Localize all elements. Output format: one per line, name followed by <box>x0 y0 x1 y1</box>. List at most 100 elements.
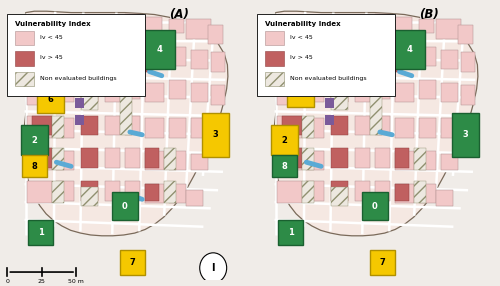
FancyBboxPatch shape <box>120 250 144 275</box>
Bar <box>419 118 436 138</box>
Bar <box>144 83 164 102</box>
FancyBboxPatch shape <box>112 192 138 220</box>
FancyBboxPatch shape <box>296 48 327 73</box>
Bar <box>414 181 426 203</box>
Bar <box>169 118 186 138</box>
Bar <box>277 181 301 203</box>
Bar <box>356 181 370 201</box>
Bar <box>441 83 458 102</box>
Text: I: I <box>212 263 215 273</box>
Bar <box>331 187 348 206</box>
Bar <box>419 80 436 99</box>
Bar <box>100 17 120 33</box>
Bar <box>144 148 160 168</box>
Bar <box>32 116 52 135</box>
Bar <box>375 14 390 28</box>
Bar <box>306 181 324 201</box>
Bar <box>120 96 132 135</box>
Bar <box>461 85 475 105</box>
Text: 50 m: 50 m <box>68 279 84 284</box>
Bar <box>394 148 409 168</box>
Bar <box>52 83 64 105</box>
Text: 0: 0 <box>122 202 128 211</box>
Bar <box>32 52 52 72</box>
Text: 6: 6 <box>298 89 303 98</box>
Bar <box>394 184 409 201</box>
Bar <box>186 19 211 39</box>
Text: Iv < 45: Iv < 45 <box>290 35 313 40</box>
Bar <box>79 80 88 90</box>
Bar <box>208 25 223 44</box>
FancyBboxPatch shape <box>21 125 48 155</box>
Bar <box>144 118 164 138</box>
Text: Vulnerability Index: Vulnerability Index <box>265 21 340 27</box>
Bar <box>356 116 370 135</box>
Text: 25: 25 <box>38 279 46 284</box>
Text: 5: 5 <box>67 59 73 68</box>
Text: 3: 3 <box>463 130 468 139</box>
Bar <box>81 181 98 201</box>
Bar <box>277 116 301 138</box>
Text: Non evaluated buildings: Non evaluated buildings <box>40 76 117 81</box>
Text: 3: 3 <box>213 130 218 139</box>
FancyBboxPatch shape <box>37 85 64 113</box>
Bar <box>169 47 186 66</box>
Bar <box>27 52 52 74</box>
Bar <box>461 121 475 140</box>
Bar <box>394 118 414 138</box>
Text: Vulnerability Index: Vulnerability Index <box>15 21 90 27</box>
Bar <box>350 17 370 33</box>
Bar <box>375 181 390 201</box>
Text: 2: 2 <box>282 136 288 145</box>
Text: 1: 1 <box>38 228 44 237</box>
Bar <box>169 19 184 33</box>
FancyBboxPatch shape <box>272 155 296 177</box>
Bar <box>191 154 208 170</box>
Text: 1: 1 <box>288 228 294 237</box>
Bar <box>27 83 52 105</box>
Text: Non evaluated buildings: Non evaluated buildings <box>290 76 367 81</box>
Bar <box>186 190 204 206</box>
Bar <box>282 148 302 168</box>
Text: (A): (A) <box>169 9 189 21</box>
FancyBboxPatch shape <box>394 30 425 69</box>
Bar <box>394 83 414 102</box>
Bar <box>265 72 284 86</box>
Bar <box>458 25 473 44</box>
Text: 6: 6 <box>48 95 53 104</box>
Bar <box>277 83 301 105</box>
Bar <box>169 184 186 203</box>
Bar <box>81 94 98 110</box>
Text: 4: 4 <box>156 45 162 54</box>
FancyBboxPatch shape <box>202 113 229 157</box>
Bar <box>302 116 314 138</box>
Bar <box>8 14 144 96</box>
Bar <box>356 83 370 102</box>
Bar <box>169 80 186 99</box>
Bar <box>125 47 137 63</box>
Bar <box>164 148 176 170</box>
Bar <box>326 98 334 108</box>
Bar <box>81 61 98 77</box>
Bar <box>277 19 304 44</box>
Bar <box>302 181 314 203</box>
Polygon shape <box>24 11 228 236</box>
Bar <box>441 154 458 170</box>
Bar <box>375 80 390 99</box>
Bar <box>106 148 120 168</box>
Bar <box>56 50 74 69</box>
Bar <box>191 118 208 138</box>
Text: 0: 0 <box>6 279 10 284</box>
Polygon shape <box>274 11 478 236</box>
Bar <box>32 148 52 168</box>
Bar <box>125 14 140 28</box>
Bar <box>394 151 414 170</box>
Text: (B): (B) <box>419 9 439 21</box>
FancyBboxPatch shape <box>287 80 314 107</box>
FancyBboxPatch shape <box>28 220 52 245</box>
Bar <box>81 83 98 102</box>
Bar <box>375 47 387 63</box>
Bar <box>106 116 120 135</box>
Bar <box>331 94 348 110</box>
Text: Iv > 45: Iv > 45 <box>40 55 63 60</box>
